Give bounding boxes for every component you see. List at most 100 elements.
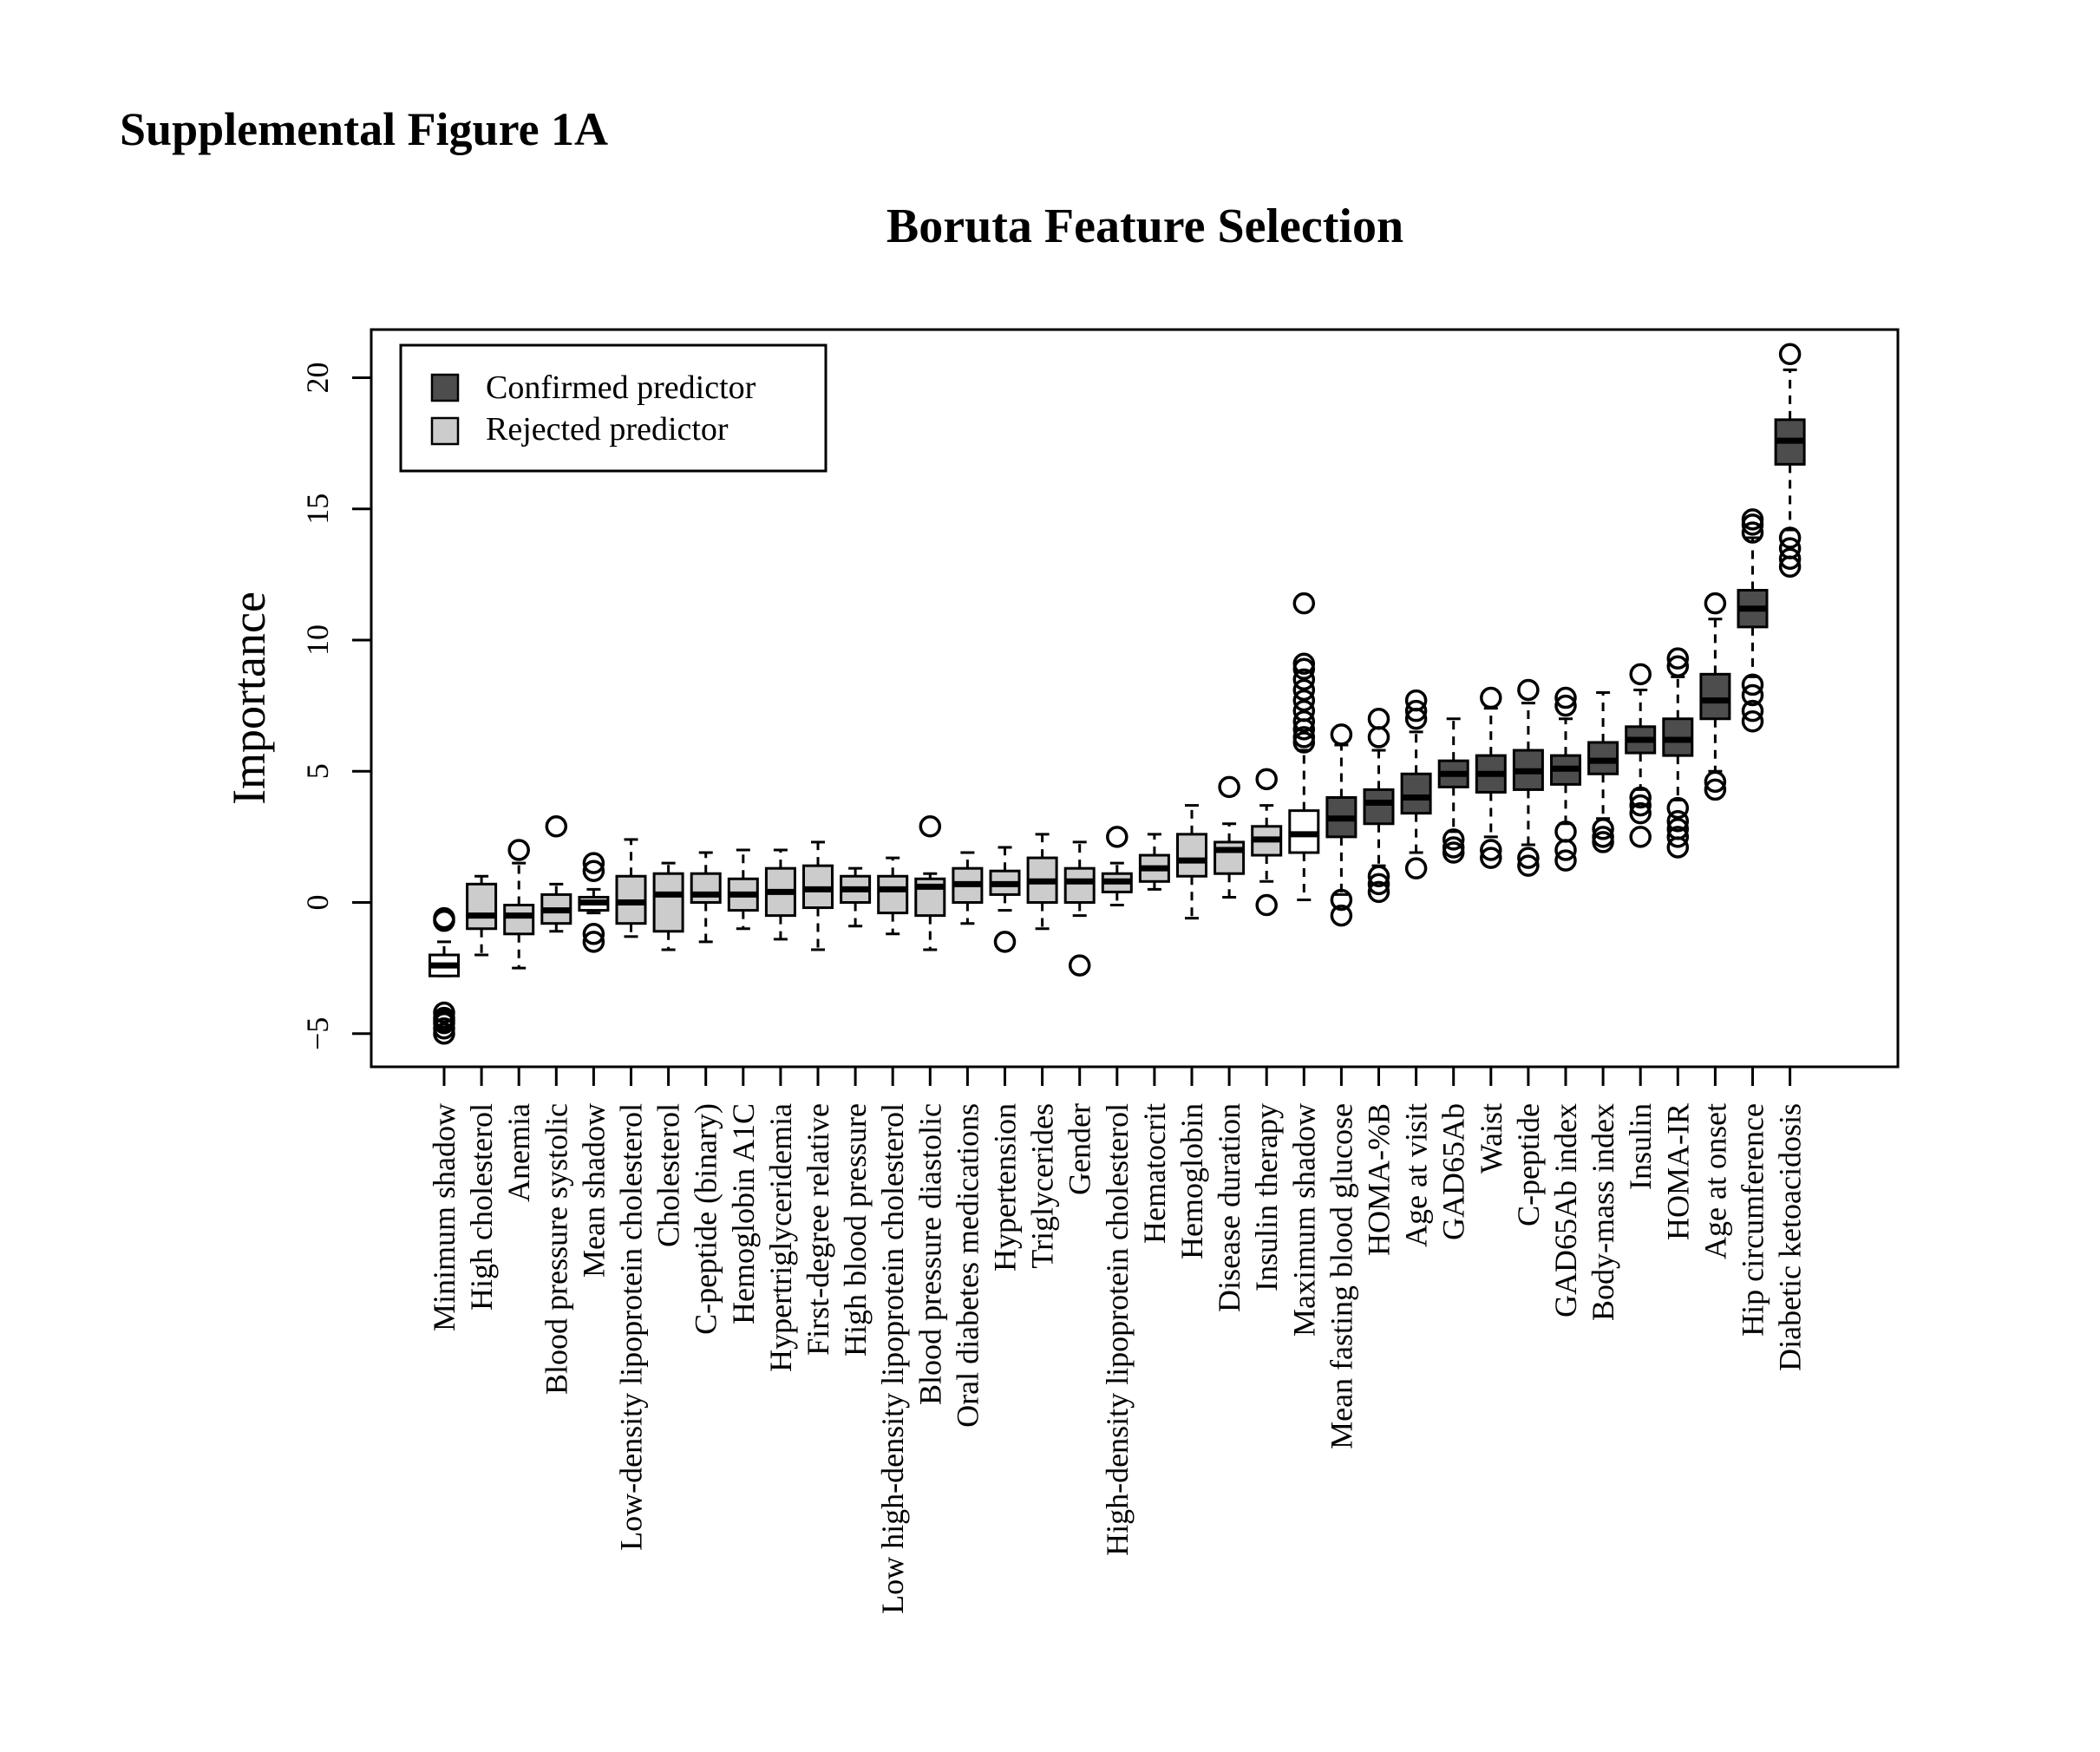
x-tick-label: Blood pressure diastolic: [913, 1103, 947, 1405]
outlier-point: [1330, 723, 1353, 746]
x-tick-label: First-degree relative: [801, 1103, 835, 1356]
outlier-point: [1741, 508, 1764, 531]
box-33: [1662, 647, 1694, 859]
outlier-point: [1629, 794, 1652, 817]
box-31: [1587, 691, 1619, 853]
outlier-point: [1741, 710, 1764, 733]
figure-heading: Supplemental Figure 1A: [120, 103, 609, 155]
outlier-point: [1778, 547, 1802, 570]
outlier-point: [507, 839, 530, 861]
box-10: [802, 840, 834, 951]
y-tick-label: 5: [300, 763, 335, 779]
outlier-point: [1367, 873, 1390, 896]
outlier-point: [1292, 689, 1316, 712]
box-20: [1176, 804, 1207, 920]
x-tick-label: Hypertriglyceridemia: [763, 1103, 798, 1372]
x-tick-label: Insulin therapy: [1249, 1103, 1284, 1291]
outlier-point: [433, 909, 455, 932]
box-12: [877, 856, 909, 936]
outlier-point: [1741, 683, 1764, 707]
box-16: [1026, 833, 1058, 931]
outlier-point: [582, 860, 605, 882]
box-36: [1774, 343, 1806, 579]
x-tick-label: Age at onset: [1698, 1103, 1732, 1259]
legend-box: [399, 343, 828, 473]
box-24: [1325, 723, 1357, 927]
outlier-point: [1517, 847, 1540, 869]
box-iqr: [1400, 772, 1432, 815]
outlier-point: [919, 815, 942, 838]
box-iqr: [503, 904, 535, 936]
y-tick-label: −5: [300, 1017, 335, 1050]
x-tick-label: Waist: [1474, 1103, 1508, 1173]
y-tick-label: 20: [300, 363, 335, 394]
outlier-point: [1554, 694, 1577, 717]
outlier-point: [582, 923, 605, 945]
outlier-point: [1741, 673, 1764, 696]
outlier-point: [993, 931, 1017, 953]
y-tick-label: 15: [300, 494, 335, 525]
box-iqr: [466, 882, 498, 931]
box-11: [840, 866, 872, 928]
box-23: [1288, 592, 1320, 901]
outlier-point: [1292, 710, 1316, 733]
box-29: [1512, 678, 1544, 877]
box-iqr: [1699, 672, 1731, 721]
outlier-point: [1741, 521, 1764, 544]
outlier-point: [1592, 831, 1614, 853]
x-tick-label: Minimum shadow: [427, 1103, 461, 1331]
x-tick-label: Anemia: [501, 1103, 536, 1202]
box-6: [652, 861, 684, 951]
x-tick-label: Hip circumference: [1736, 1103, 1770, 1337]
outlier-point: [1292, 668, 1316, 691]
outlier-point: [1629, 826, 1652, 848]
outlier-point: [1554, 849, 1577, 872]
outlier-point: [1480, 847, 1502, 869]
outlier-point: [1704, 778, 1727, 801]
box-26: [1400, 689, 1432, 879]
x-tick-label: Mean fasting blood glucose: [1324, 1103, 1358, 1449]
box-35: [1737, 508, 1769, 733]
outlier-point: [1629, 801, 1652, 825]
outlier-point: [1480, 686, 1502, 709]
outlier-point: [1554, 839, 1577, 861]
outlier-point: [1330, 888, 1353, 912]
x-tick-label: High cholesterol: [464, 1103, 499, 1311]
x-tick-label: Mean shadow: [576, 1103, 611, 1278]
outlier-point: [1666, 826, 1690, 848]
outlier-point: [1517, 678, 1540, 702]
outlier-point: [1666, 647, 1690, 670]
outlier-point: [1106, 826, 1129, 848]
x-tick-label: High blood pressure: [838, 1103, 873, 1356]
outlier-point: [1367, 880, 1390, 904]
outlier-point: [1218, 775, 1240, 799]
outlier-point: [1292, 726, 1316, 749]
y-axis: −5 0 5 10 15 20: [300, 363, 373, 1050]
legend: Confirmed predictor Rejected predictor: [399, 343, 828, 473]
box-7: [690, 851, 722, 944]
outlier-point: [1517, 854, 1540, 877]
box-28: [1475, 686, 1507, 869]
chart-title: Boruta Feature Selection: [886, 199, 1403, 253]
outlier-point: [1554, 686, 1577, 709]
outlier-point: [1629, 663, 1652, 686]
x-tick-label: Disease duration: [1212, 1103, 1246, 1312]
box-iqr: [652, 872, 684, 933]
box-iqr: [877, 874, 909, 915]
y-axis-label: Importance: [223, 592, 275, 805]
box-9: [764, 848, 796, 941]
outlier-point: [1741, 699, 1764, 722]
outlier-point: [1666, 655, 1690, 677]
legend-label-rejected: Rejected predictor: [486, 411, 729, 448]
outlier-point: [1255, 893, 1278, 917]
y-tick-label: 10: [300, 624, 335, 656]
x-tick-label: Low-density lipoprotein cholesterol: [614, 1103, 649, 1551]
box-15: [989, 846, 1021, 953]
x-tick-label: Hematocrit: [1137, 1103, 1172, 1244]
box-8: [727, 848, 759, 931]
outlier-point: [1666, 809, 1690, 833]
outlier-point: [1442, 841, 1465, 864]
box-iqr: [690, 872, 722, 904]
outlier-point: [1367, 708, 1390, 730]
